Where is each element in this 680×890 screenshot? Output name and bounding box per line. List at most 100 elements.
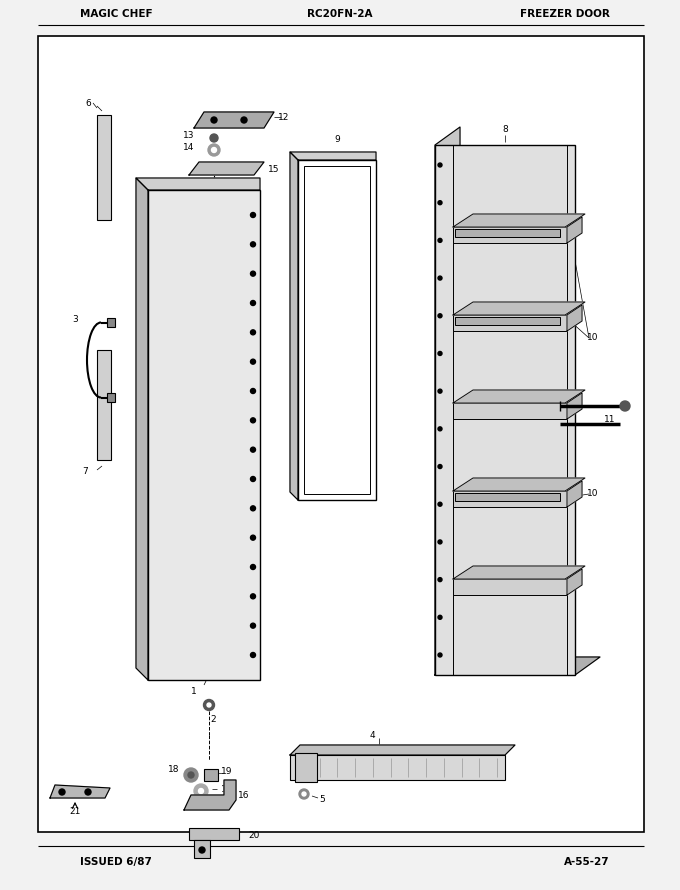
Bar [97,350,111,460]
Polygon shape [50,785,110,798]
Bar [295,753,317,782]
Circle shape [438,578,442,582]
Bar [107,318,115,327]
Bar [290,755,505,780]
Polygon shape [567,393,582,419]
Text: 15: 15 [268,166,279,174]
Circle shape [250,301,256,305]
Bar [453,491,567,507]
Circle shape [210,134,218,142]
Circle shape [250,564,256,570]
Bar [194,840,210,858]
Polygon shape [567,569,582,595]
Circle shape [250,417,256,423]
Polygon shape [290,152,298,500]
Circle shape [250,242,256,247]
Circle shape [250,330,256,335]
Circle shape [203,700,214,710]
Bar [435,145,575,675]
Bar [455,229,560,237]
Circle shape [438,502,442,506]
Circle shape [211,148,216,152]
Bar [304,166,370,494]
Circle shape [250,389,256,393]
Text: 7: 7 [82,467,88,476]
Circle shape [207,703,211,707]
Circle shape [208,144,220,156]
Polygon shape [136,178,148,680]
Bar [38,36,644,832]
Bar [97,115,111,220]
Polygon shape [194,112,274,128]
Text: ISSUED 6/87: ISSUED 6/87 [80,857,152,867]
Polygon shape [189,162,264,175]
Circle shape [438,615,442,619]
Circle shape [299,789,309,799]
Polygon shape [567,217,582,243]
Text: 1: 1 [191,687,197,697]
Circle shape [438,239,442,242]
Circle shape [250,652,256,658]
Circle shape [184,768,198,782]
Text: 10: 10 [588,334,599,343]
Text: 4: 4 [369,731,375,740]
Text: 9: 9 [334,135,340,144]
Text: 6: 6 [85,100,91,109]
Text: MAGIC CHEF: MAGIC CHEF [80,9,152,19]
Circle shape [438,389,442,393]
Text: A-55-27: A-55-27 [564,857,610,867]
Circle shape [438,314,442,318]
Polygon shape [453,390,585,403]
Circle shape [85,789,91,795]
Text: 17: 17 [221,784,233,794]
Circle shape [250,476,256,481]
Polygon shape [435,657,600,675]
Bar [204,769,218,781]
Text: FREEZER DOOR: FREEZER DOOR [520,9,610,19]
Text: 11: 11 [605,416,616,425]
Circle shape [250,535,256,540]
Circle shape [199,847,205,853]
Text: 8: 8 [502,125,508,134]
Bar [189,828,239,840]
Circle shape [241,117,247,123]
Circle shape [620,401,630,411]
Circle shape [211,117,217,123]
Polygon shape [435,127,460,675]
Circle shape [438,653,442,657]
Text: 18: 18 [168,765,180,774]
Circle shape [250,271,256,276]
Text: 2: 2 [210,715,216,724]
Circle shape [188,772,194,778]
Polygon shape [567,305,582,331]
Text: 19: 19 [221,766,233,775]
Bar [455,317,560,325]
Text: 14: 14 [184,143,194,152]
Polygon shape [453,566,585,579]
Polygon shape [184,780,236,810]
Circle shape [250,360,256,364]
Bar [107,393,115,402]
Circle shape [438,276,442,280]
Text: 13: 13 [183,131,194,140]
Polygon shape [290,152,376,160]
Circle shape [438,427,442,431]
Circle shape [302,792,306,796]
Text: 10: 10 [588,490,599,498]
Circle shape [250,213,256,217]
Polygon shape [567,481,582,507]
Circle shape [438,352,442,355]
Circle shape [438,163,442,167]
Circle shape [250,506,256,511]
Circle shape [59,789,65,795]
Text: 20: 20 [248,831,260,840]
Polygon shape [453,214,585,227]
Text: RC20FN-2A: RC20FN-2A [307,9,373,19]
Text: 3: 3 [72,315,78,325]
Circle shape [438,200,442,205]
Bar [453,315,567,331]
Text: 5: 5 [319,796,325,805]
Bar [453,579,567,595]
Polygon shape [136,178,260,190]
Text: 16: 16 [238,790,250,799]
